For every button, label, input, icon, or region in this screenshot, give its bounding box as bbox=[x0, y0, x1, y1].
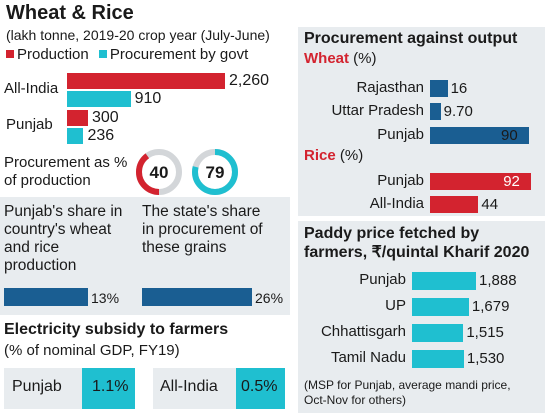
wheat-header: Wheat (%) bbox=[304, 50, 377, 67]
wheat-unit: (%) bbox=[349, 50, 377, 67]
donut-arc-all-india bbox=[136, 149, 182, 195]
category-label: Uttar Pradesh bbox=[331, 102, 424, 119]
bar-procurement bbox=[67, 91, 131, 107]
bar-value: 9.70 bbox=[443, 103, 473, 120]
donut-title: Procurement as % of production bbox=[4, 154, 128, 189]
category-label: All-India bbox=[4, 80, 59, 97]
subsidy-label-allindia: All-India bbox=[160, 378, 218, 395]
bar-value: 1,679 bbox=[471, 298, 510, 315]
bar-value: 16 bbox=[450, 80, 468, 97]
bar-wheat bbox=[430, 103, 441, 120]
bar-value: 90 bbox=[501, 127, 518, 144]
category-label: Punjab bbox=[359, 271, 406, 288]
subsidy-value-allindia: 0.5% bbox=[241, 378, 278, 395]
paddy-title: Paddy price fetched by farmers, ₹/quinta… bbox=[304, 225, 530, 261]
subsidy-fill-punjab bbox=[82, 368, 135, 409]
category-label: Punjab bbox=[6, 116, 53, 133]
bar-label-production: 2,260 bbox=[229, 72, 270, 89]
subsidy-title: Electricity subsidy to farmers bbox=[4, 321, 229, 338]
bar-paddy-price bbox=[412, 324, 464, 342]
procurement-share-title: The state's share in procurement of thes… bbox=[142, 203, 263, 256]
rice-unit: (%) bbox=[335, 147, 364, 164]
bar-paddy-price bbox=[412, 272, 476, 290]
bar-rice bbox=[430, 173, 532, 190]
bar-value: 92 bbox=[503, 173, 520, 190]
subsidy-value-punjab: 1.1% bbox=[92, 378, 129, 395]
category-label: Tamil Nadu bbox=[330, 349, 406, 366]
donut-value: 79 bbox=[206, 163, 225, 182]
legend-swatch-procurement bbox=[98, 50, 107, 58]
subsidy-label-punjab: Punjab bbox=[12, 378, 62, 395]
wheat-label: Wheat bbox=[304, 50, 349, 67]
legend-production: Production bbox=[17, 46, 89, 63]
legend: Production Procurement by govt bbox=[6, 46, 248, 63]
main-title: Wheat & Rice bbox=[6, 2, 134, 24]
procurement-share-value: 26% bbox=[255, 290, 284, 306]
bar-value: 1,530 bbox=[466, 350, 505, 367]
bar-label-production: 300 bbox=[91, 109, 119, 126]
category-label: All-India bbox=[369, 195, 424, 212]
donut-arc-punjab bbox=[192, 149, 238, 195]
category-label: Punjab bbox=[377, 172, 424, 189]
bar-paddy-price bbox=[412, 350, 464, 368]
rice-header: Rice (%) bbox=[304, 147, 363, 164]
legend-procurement: Procurement by govt bbox=[109, 46, 249, 63]
bar-production bbox=[67, 73, 225, 89]
bar-procurement bbox=[67, 128, 84, 144]
legend-swatch-production bbox=[6, 50, 14, 58]
bar-wheat bbox=[430, 127, 529, 144]
bar-wheat bbox=[430, 80, 448, 97]
donut-value: 40 bbox=[150, 163, 169, 182]
procurement-output-title: Procurement against output bbox=[304, 30, 518, 47]
bar-value: 44 bbox=[481, 196, 499, 213]
subsidy-subtitle: (% of nominal GDP, FY19) bbox=[4, 342, 180, 359]
category-label: UP bbox=[385, 297, 406, 314]
production-share-bar bbox=[4, 288, 88, 306]
bar-value: 1,888 bbox=[479, 272, 517, 289]
category-label: Chhattisgarh bbox=[320, 323, 406, 340]
rice-label: Rice bbox=[304, 147, 336, 164]
paddy-note-line2: Oct-Nov for others) bbox=[304, 393, 407, 407]
main-subtitle: (lakh tonne, 2019-20 crop year (July-Jun… bbox=[6, 27, 270, 43]
bar-label-procurement: 236 bbox=[87, 127, 115, 144]
category-label: Punjab bbox=[377, 126, 424, 143]
production-share-value: 13% bbox=[91, 290, 120, 306]
procurement-share-bar bbox=[142, 288, 252, 306]
production-share-title: Punjab's share in country's wheat and ri… bbox=[4, 203, 123, 274]
paddy-panel bbox=[298, 221, 545, 413]
paddy-note-line1: (MSP for Punjab, average mandi price, bbox=[304, 378, 511, 392]
bar-rice bbox=[430, 196, 479, 213]
bar-paddy-price bbox=[412, 298, 469, 316]
category-label: Rajasthan bbox=[356, 79, 424, 96]
bar-label-procurement: 910 bbox=[134, 90, 162, 107]
subsidy-fill-allindia bbox=[236, 368, 285, 409]
bar-value: 1,515 bbox=[466, 324, 504, 341]
bar-production bbox=[67, 110, 88, 126]
